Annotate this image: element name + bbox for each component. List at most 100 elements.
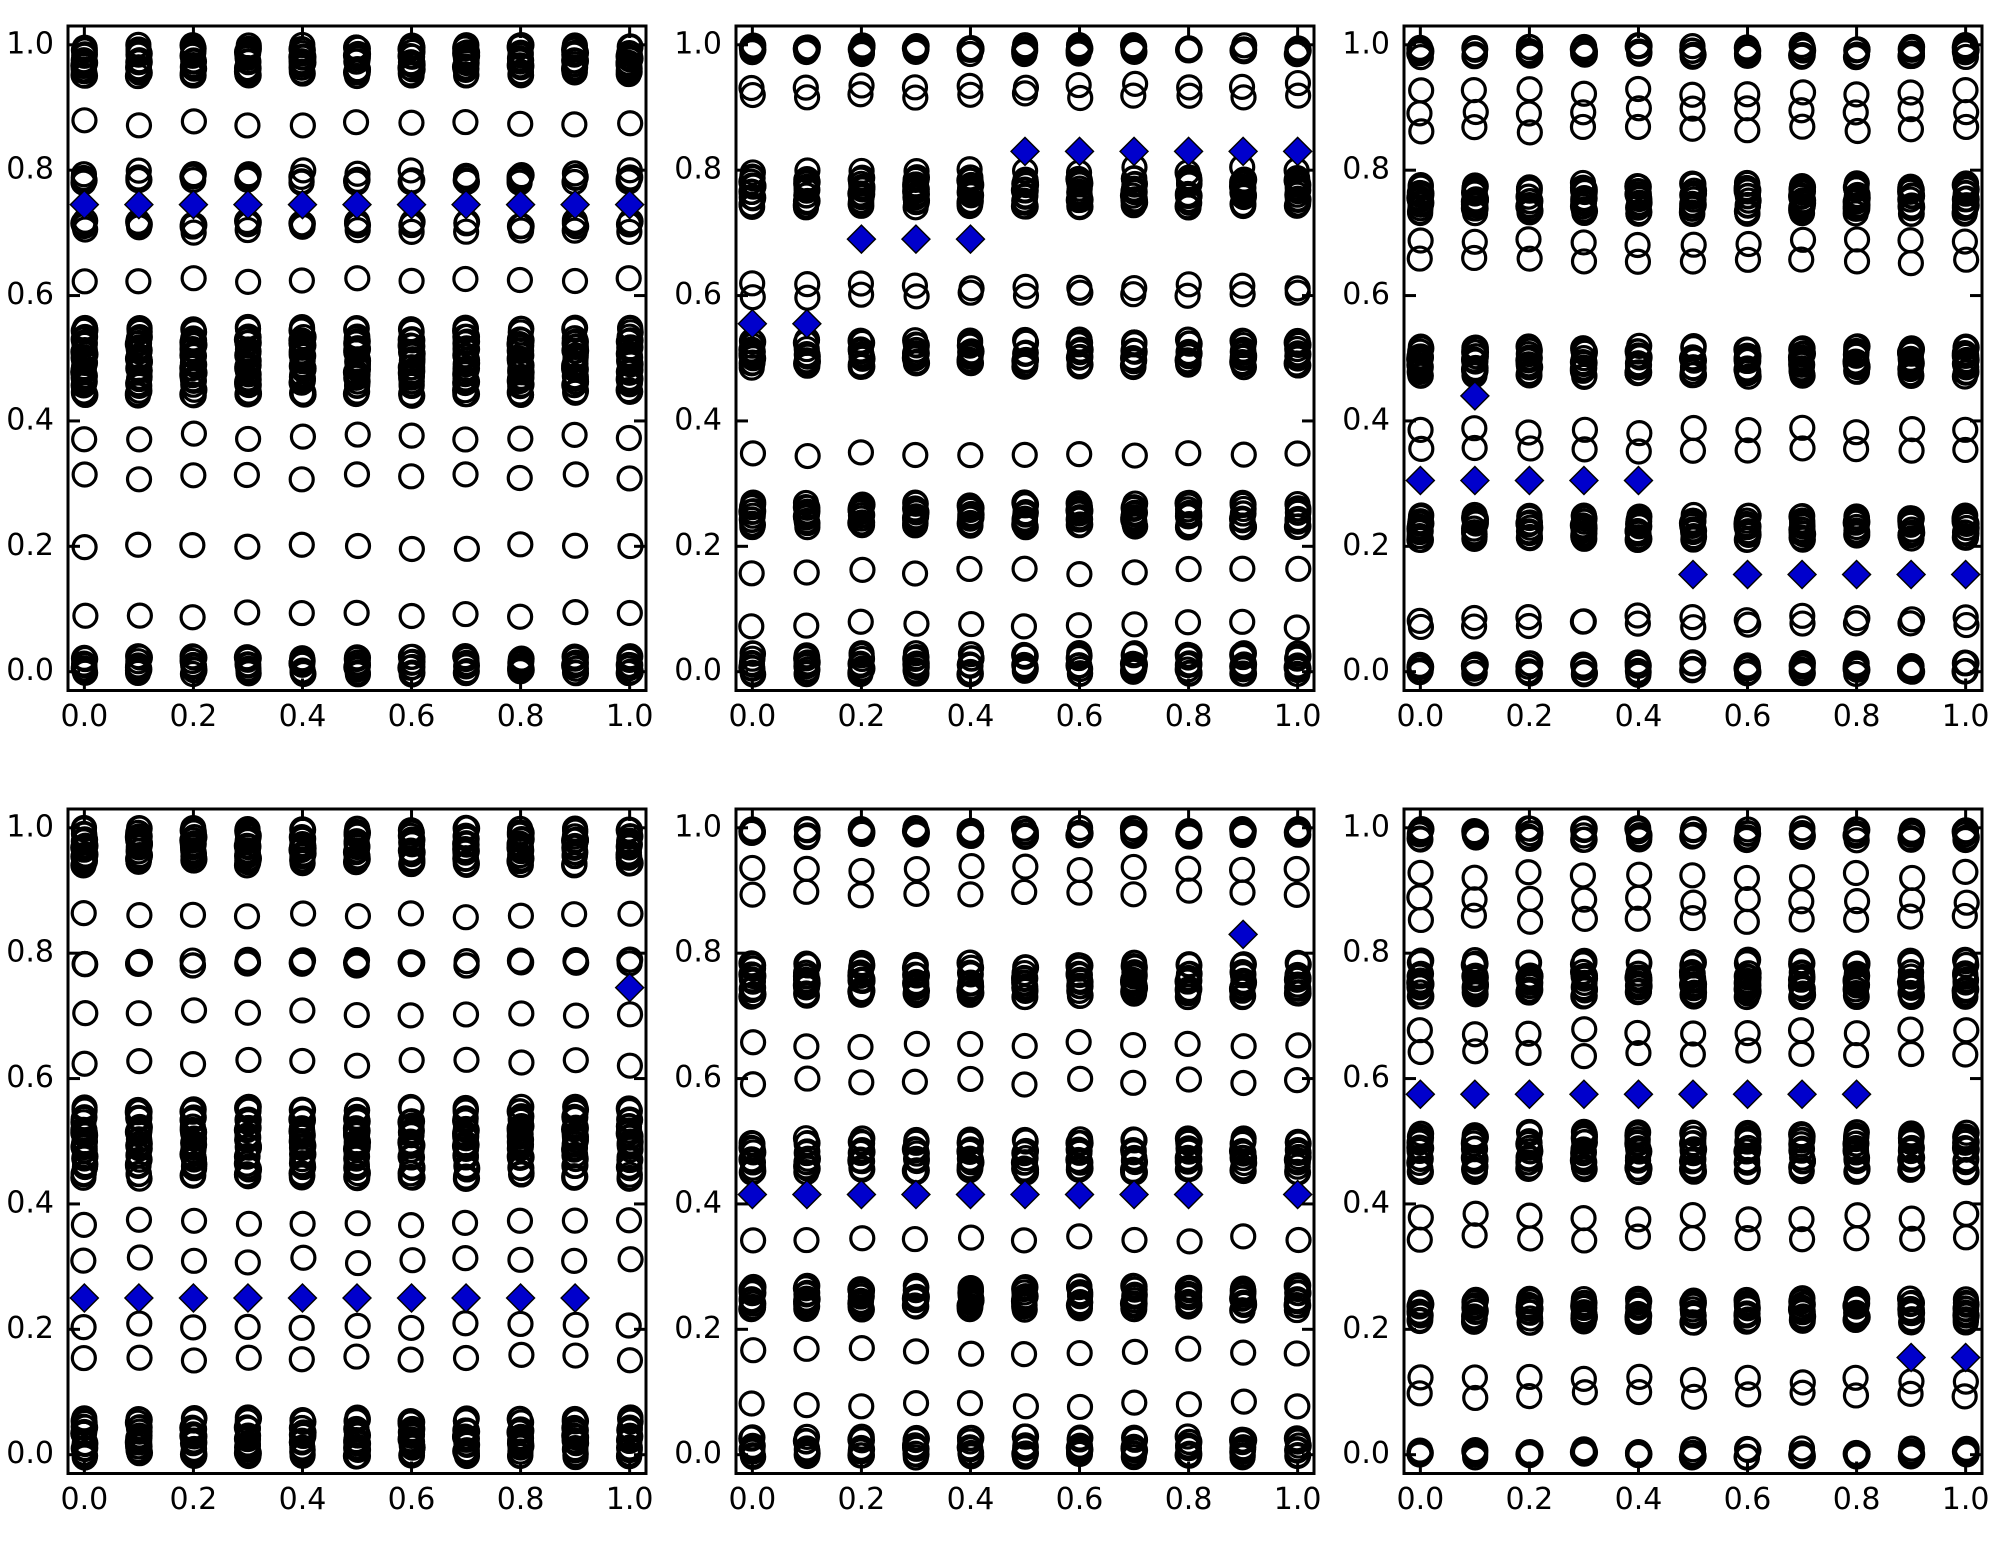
data-point-circle: [288, 531, 315, 558]
data-point-circle: [1120, 35, 1147, 62]
data-point-circle: [1461, 434, 1488, 462]
data-point-circle: [794, 271, 821, 298]
data-point-diamond: [1282, 1179, 1313, 1210]
data-point-circle: [71, 1050, 98, 1077]
data-point-circle: [739, 1277, 766, 1304]
data-point-circle: [1461, 1020, 1489, 1047]
data-point-circle: [1624, 1019, 1651, 1046]
y-tick-label: 0.6: [674, 277, 722, 312]
data-point-circle: [794, 816, 821, 843]
data-point-circle: [1407, 1038, 1434, 1065]
data-point-circle: [397, 316, 425, 343]
x-tick-label: 0.4: [1615, 699, 1663, 734]
data-point-circle: [1569, 958, 1597, 985]
data-point-circle: [739, 880, 766, 908]
data-point-circle: [1285, 1031, 1312, 1059]
data-point-circle: [1570, 651, 1597, 678]
data-point-circle: [738, 613, 765, 640]
data-point-circle: [398, 602, 425, 630]
data-point-diamond: [560, 189, 591, 220]
data-point-circle: [561, 111, 588, 138]
data-point-circle: [126, 1309, 153, 1337]
data-point-circle: [126, 1047, 153, 1074]
data-point-circle: [1679, 507, 1707, 534]
data-point-circle: [235, 35, 262, 62]
data-point-circle: [507, 326, 534, 354]
data-point-circle: [1012, 166, 1039, 193]
data-point-circle: [1571, 816, 1598, 843]
data-point-circle: [1897, 958, 1925, 985]
data-point-circle: [1679, 344, 1707, 371]
data-point-circle: [615, 424, 642, 452]
data-point-circle: [1174, 1274, 1202, 1301]
data-point-circle: [1898, 948, 1925, 975]
data-point-circle: [793, 645, 820, 672]
data-point-circle: [740, 1336, 767, 1363]
data-point-diamond: [1282, 136, 1313, 167]
data-point-circle: [902, 1389, 930, 1416]
data-point-circle: [234, 1094, 261, 1121]
data-point-circle: [1625, 1288, 1652, 1315]
chart-svg-6: 0.0 0.2 0.4 0.6 0.8 1.0 0.0 0.2 0.4 0.6 0.8 1.0: [1342, 807, 1990, 1517]
data-point-circle: [125, 466, 153, 493]
data-point-circle: [1120, 82, 1147, 109]
data-point-circle: [616, 1346, 644, 1373]
data-point-circle: [1120, 1272, 1147, 1299]
data-point-circle: [1283, 614, 1310, 641]
data-point-circle: [847, 439, 875, 466]
data-point-circle: [398, 422, 425, 449]
data-point-circle: [1680, 649, 1707, 676]
data-point-circle: [1952, 1289, 1980, 1316]
data-point-circle: [738, 74, 765, 102]
data-point-circle: [848, 175, 875, 202]
data-point-circle: [343, 818, 370, 845]
data-point-circle: [234, 999, 262, 1026]
data-point-circle: [1122, 70, 1149, 97]
data-point-circle: [289, 423, 317, 450]
data-point-circle: [902, 814, 929, 841]
data-point-circle: [1462, 1200, 1489, 1227]
data-point-circle: [1174, 609, 1202, 636]
data-point-circle: [1788, 1288, 1815, 1315]
data-point-circle: [1897, 250, 1924, 277]
data-point-circle: [1788, 1040, 1815, 1067]
data-point-circle: [398, 267, 425, 294]
data-point-circle: [793, 1226, 820, 1253]
data-point-circle: [289, 1105, 316, 1132]
data-point-circle: [1461, 1302, 1488, 1330]
x-tick-label: 0.0: [60, 699, 108, 734]
data-point-circle: [1065, 955, 1093, 982]
data-point-circle: [739, 1148, 767, 1176]
data-point-circle: [72, 645, 99, 673]
data-point-circle: [1952, 1040, 1979, 1068]
data-point-circle: [1176, 951, 1203, 978]
data-point-circle: [847, 270, 875, 297]
data-point-circle: [1121, 1389, 1148, 1416]
data-point-circle: [1461, 113, 1488, 141]
data-point-circle: [1285, 82, 1312, 109]
data-point-circle: [235, 660, 262, 687]
data-point-circle: [1461, 1437, 1488, 1464]
data-point-circle: [1175, 855, 1202, 882]
data-point-circle: [508, 315, 535, 342]
data-point-circle: [1624, 231, 1651, 259]
data-point-circle: [1176, 330, 1203, 357]
data-point-circle: [1011, 1032, 1038, 1059]
data-point-circle: [1517, 1224, 1544, 1252]
data-point-circle: [1229, 169, 1256, 196]
data-point-circle: [1515, 226, 1542, 253]
data-point-circle: [957, 969, 985, 996]
y-tick-label: 0.0: [674, 653, 722, 688]
plot-area-6: 0.0 0.2 0.4 0.6 0.8 1.0 0.0 0.2 0.4 0.6 0.8 1.0: [1336, 783, 2004, 1565]
data-point-circle: [848, 640, 875, 667]
data-point-circle: [1517, 650, 1544, 677]
data-point-diamond: [737, 308, 768, 339]
data-point-circle: [1571, 338, 1598, 365]
data-point-circle: [739, 1070, 767, 1097]
data-point-circle: [398, 463, 425, 490]
data-point-circle: [343, 951, 370, 979]
data-point-circle: [452, 1407, 480, 1434]
data-point-circle: [398, 1046, 425, 1073]
axis-frame: [66, 807, 648, 1475]
data-point-circle: [1012, 501, 1039, 528]
